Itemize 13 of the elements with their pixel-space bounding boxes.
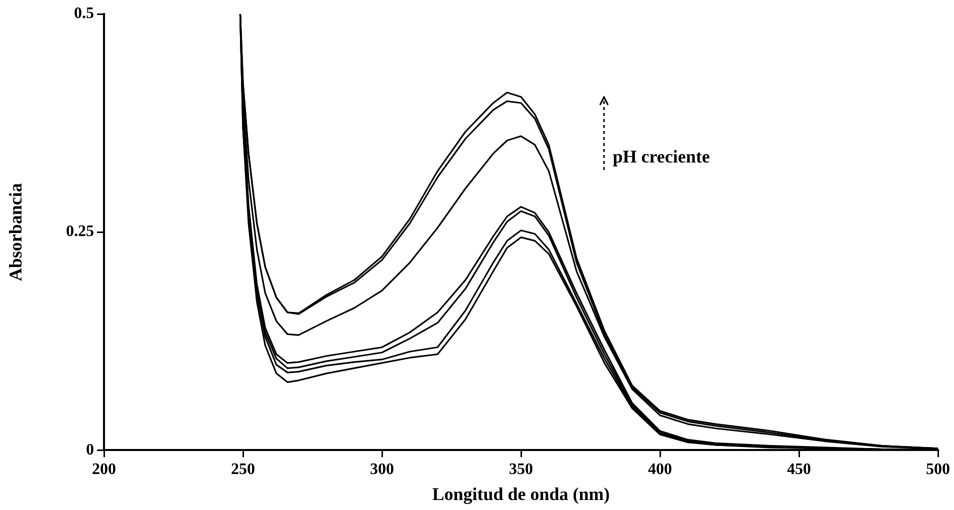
x-tick-label: 500 [926, 460, 950, 478]
x-tick-label: 200 [92, 460, 116, 478]
x-tick-label: 350 [509, 460, 533, 478]
y-tick-label: 0.25 [66, 223, 94, 240]
x-tick-label: 450 [787, 460, 811, 478]
y-tick-label: 0.5 [74, 5, 94, 22]
x-tick-label: 400 [648, 460, 672, 478]
y-tick-label: 0 [86, 441, 94, 458]
y-axis-title: Absorbancia [5, 183, 26, 282]
x-tick-label: 250 [231, 460, 255, 478]
x-axis-title: Longitud de onda (nm) [432, 484, 610, 504]
annotation: pH creciente [612, 146, 710, 167]
x-tick-label: 300 [370, 460, 394, 478]
